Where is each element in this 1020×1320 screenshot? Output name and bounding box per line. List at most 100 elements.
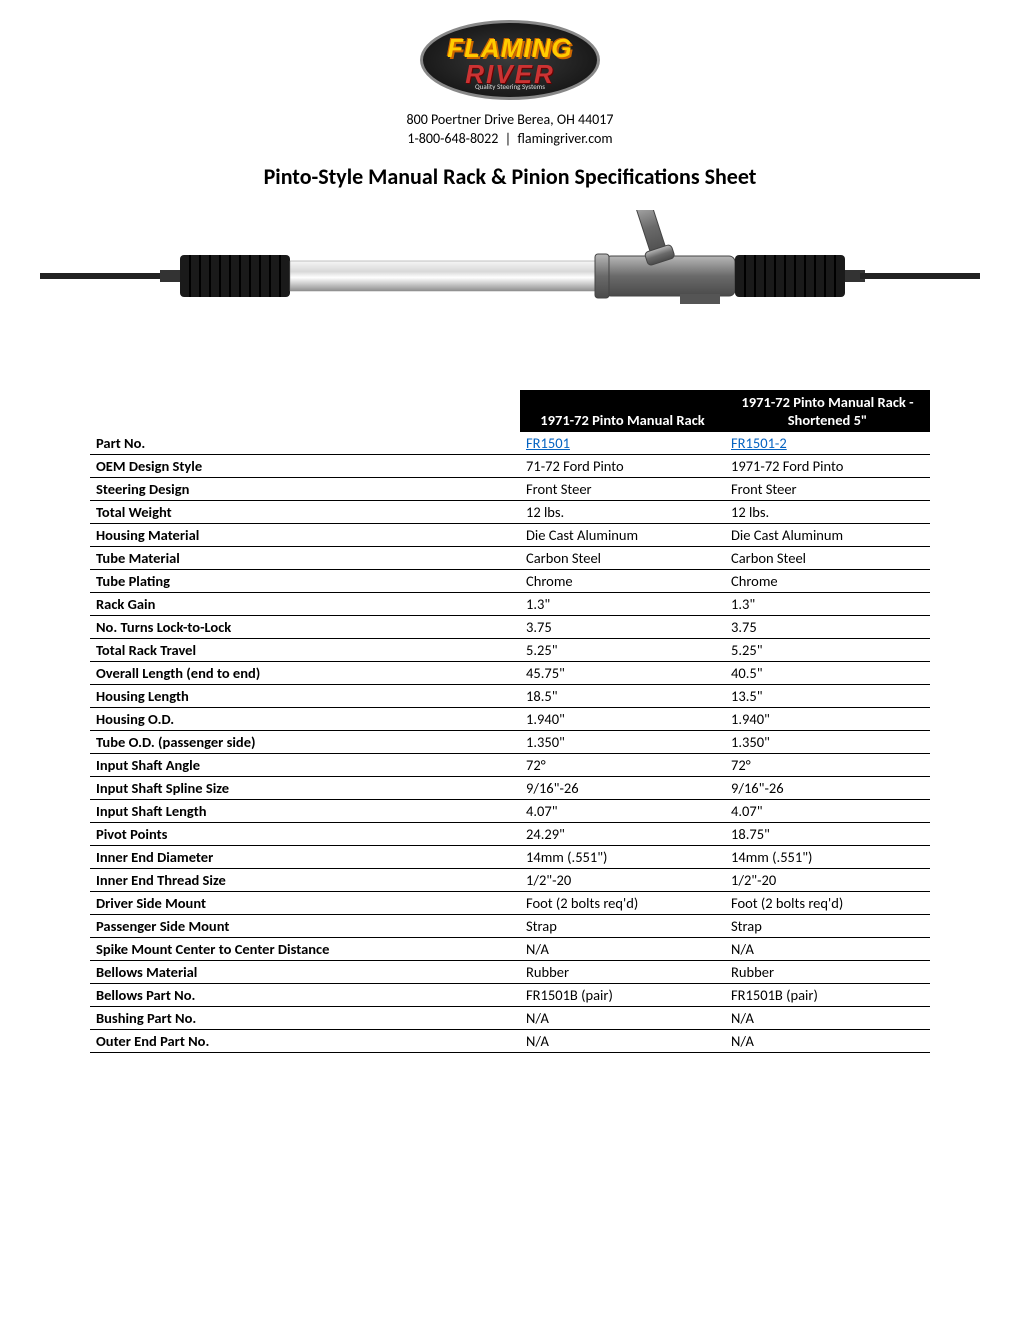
spec-value: 5.25" [520,639,725,662]
table-row: Part No. FR1501 FR1501-2 [90,432,930,455]
table-row: Overall Length (end to end)45.75"40.5" [90,662,930,685]
spec-label: Overall Length (end to end) [90,662,520,685]
spec-value: Carbon Steel [520,547,725,570]
contact-website: flamingriver.com [517,130,612,147]
document-header: FLAMING RIVER Quality Steering Systems 8… [40,20,980,149]
contact-block: 800 Poertner Drive Berea, OH 44017 1-800… [40,111,980,149]
table-row: Housing O.D.1.940"1.940" [90,708,930,731]
spec-value: N/A [725,1030,930,1053]
spec-value: FR1501 [520,432,725,455]
spec-label: Input Shaft Spline Size [90,777,520,800]
table-row: Tube O.D. (passenger side)1.350"1.350" [90,731,930,754]
spec-value: 1.3" [520,593,725,616]
spec-header-col2: 1971-72 Pinto Manual Rack - Shortened 5" [725,390,930,432]
spec-label: Outer End Part No. [90,1030,520,1053]
table-row: OEM Design Style71-72 Ford Pinto1971-72 … [90,455,930,478]
spec-value: Front Steer [520,478,725,501]
spec-label: Housing O.D. [90,708,520,731]
spec-value: 1.940" [520,708,725,731]
spec-value: 40.5" [725,662,930,685]
spec-value: 3.75 [520,616,725,639]
spec-value: 18.75" [725,823,930,846]
spec-value: 1.350" [725,731,930,754]
spec-value: Strap [520,915,725,938]
spec-value: Die Cast Aluminum [520,524,725,547]
spec-value: Rubber [725,961,930,984]
spec-value: 24.29" [520,823,725,846]
spec-table: 1971-72 Pinto Manual Rack 1971-72 Pinto … [90,390,930,1053]
spec-label: Inner End Thread Size [90,869,520,892]
spec-value: Foot (2 bolts req'd) [725,892,930,915]
spec-header-col1: 1971-72 Pinto Manual Rack [520,390,725,432]
spec-value: 14mm (.551") [520,846,725,869]
spec-label: Pivot Points [90,823,520,846]
spec-label: Input Shaft Angle [90,754,520,777]
part-number-link[interactable]: FR1501 [526,434,570,452]
spec-label: Total Rack Travel [90,639,520,662]
spec-value: Foot (2 bolts req'd) [520,892,725,915]
table-row: Pivot Points24.29"18.75" [90,823,930,846]
spec-value: Carbon Steel [725,547,930,570]
spec-value: 1/2"-20 [725,869,930,892]
spec-label: Tube Plating [90,570,520,593]
spec-value: 14mm (.551") [725,846,930,869]
table-row: No. Turns Lock-to-Lock3.753.75 [90,616,930,639]
spec-label: Driver Side Mount [90,892,520,915]
spec-label: No. Turns Lock-to-Lock [90,616,520,639]
spec-value: 3.75 [725,616,930,639]
spec-value: 12 lbs. [520,501,725,524]
table-row: Bellows Part No.FR1501B (pair)FR1501B (p… [90,984,930,1007]
spec-value: 71-72 Ford Pinto [520,455,725,478]
document-title: Pinto-Style Manual Rack & Pinion Specifi… [40,163,980,190]
logo-tagline: Quality Steering Systems [423,82,597,91]
table-row: Tube MaterialCarbon SteelCarbon Steel [90,547,930,570]
spec-label: Tube O.D. (passenger side) [90,731,520,754]
spec-value: 45.75" [520,662,725,685]
table-row: Inner End Thread Size1/2"-201/2"-20 [90,869,930,892]
table-row: Input Shaft Angle72°72° [90,754,930,777]
spec-value: Chrome [520,570,725,593]
spec-label: Bellows Material [90,961,520,984]
spec-value: N/A [725,938,930,961]
spec-label: Bellows Part No. [90,984,520,1007]
spec-value: 72° [520,754,725,777]
spec-value: 4.07" [725,800,930,823]
spec-label: Spike Mount Center to Center Distance [90,938,520,961]
spec-label: Part No. [90,432,520,455]
spec-value: Chrome [725,570,930,593]
spec-label: OEM Design Style [90,455,520,478]
spec-value: Front Steer [725,478,930,501]
spec-value: 1/2"-20 [520,869,725,892]
table-row: Housing Length18.5"13.5" [90,685,930,708]
spec-value: FR1501B (pair) [725,984,930,1007]
spec-label: Housing Material [90,524,520,547]
spec-value: 12 lbs. [725,501,930,524]
table-row: Bushing Part No.N/AN/A [90,1007,930,1030]
spec-value: N/A [520,938,725,961]
spec-label: Steering Design [90,478,520,501]
spec-value: N/A [520,1007,725,1030]
product-image [40,210,980,340]
spec-value: Rubber [520,961,725,984]
table-row: Passenger Side MountStrapStrap [90,915,930,938]
spec-value: 72° [725,754,930,777]
spec-label: Passenger Side Mount [90,915,520,938]
spec-value: 9/16"-26 [725,777,930,800]
table-row: Spike Mount Center to Center DistanceN/A… [90,938,930,961]
table-row: Rack Gain1.3"1.3" [90,593,930,616]
spec-table-head: 1971-72 Pinto Manual Rack 1971-72 Pinto … [90,390,930,432]
spec-label: Tube Material [90,547,520,570]
spec-value: 9/16"-26 [520,777,725,800]
spec-value: 5.25" [725,639,930,662]
spec-value: 4.07" [520,800,725,823]
table-row: Steering DesignFront SteerFront Steer [90,478,930,501]
spec-value: 18.5" [520,685,725,708]
spec-value: Die Cast Aluminum [725,524,930,547]
spec-value: 1971-72 Ford Pinto [725,455,930,478]
spec-value: 13.5" [725,685,930,708]
contact-address: 800 Poertner Drive Berea, OH 44017 [40,111,980,130]
table-row: Input Shaft Length4.07"4.07" [90,800,930,823]
spec-label: Inner End Diameter [90,846,520,869]
part-number-link[interactable]: FR1501-2 [731,434,787,452]
spec-label: Total Weight [90,501,520,524]
